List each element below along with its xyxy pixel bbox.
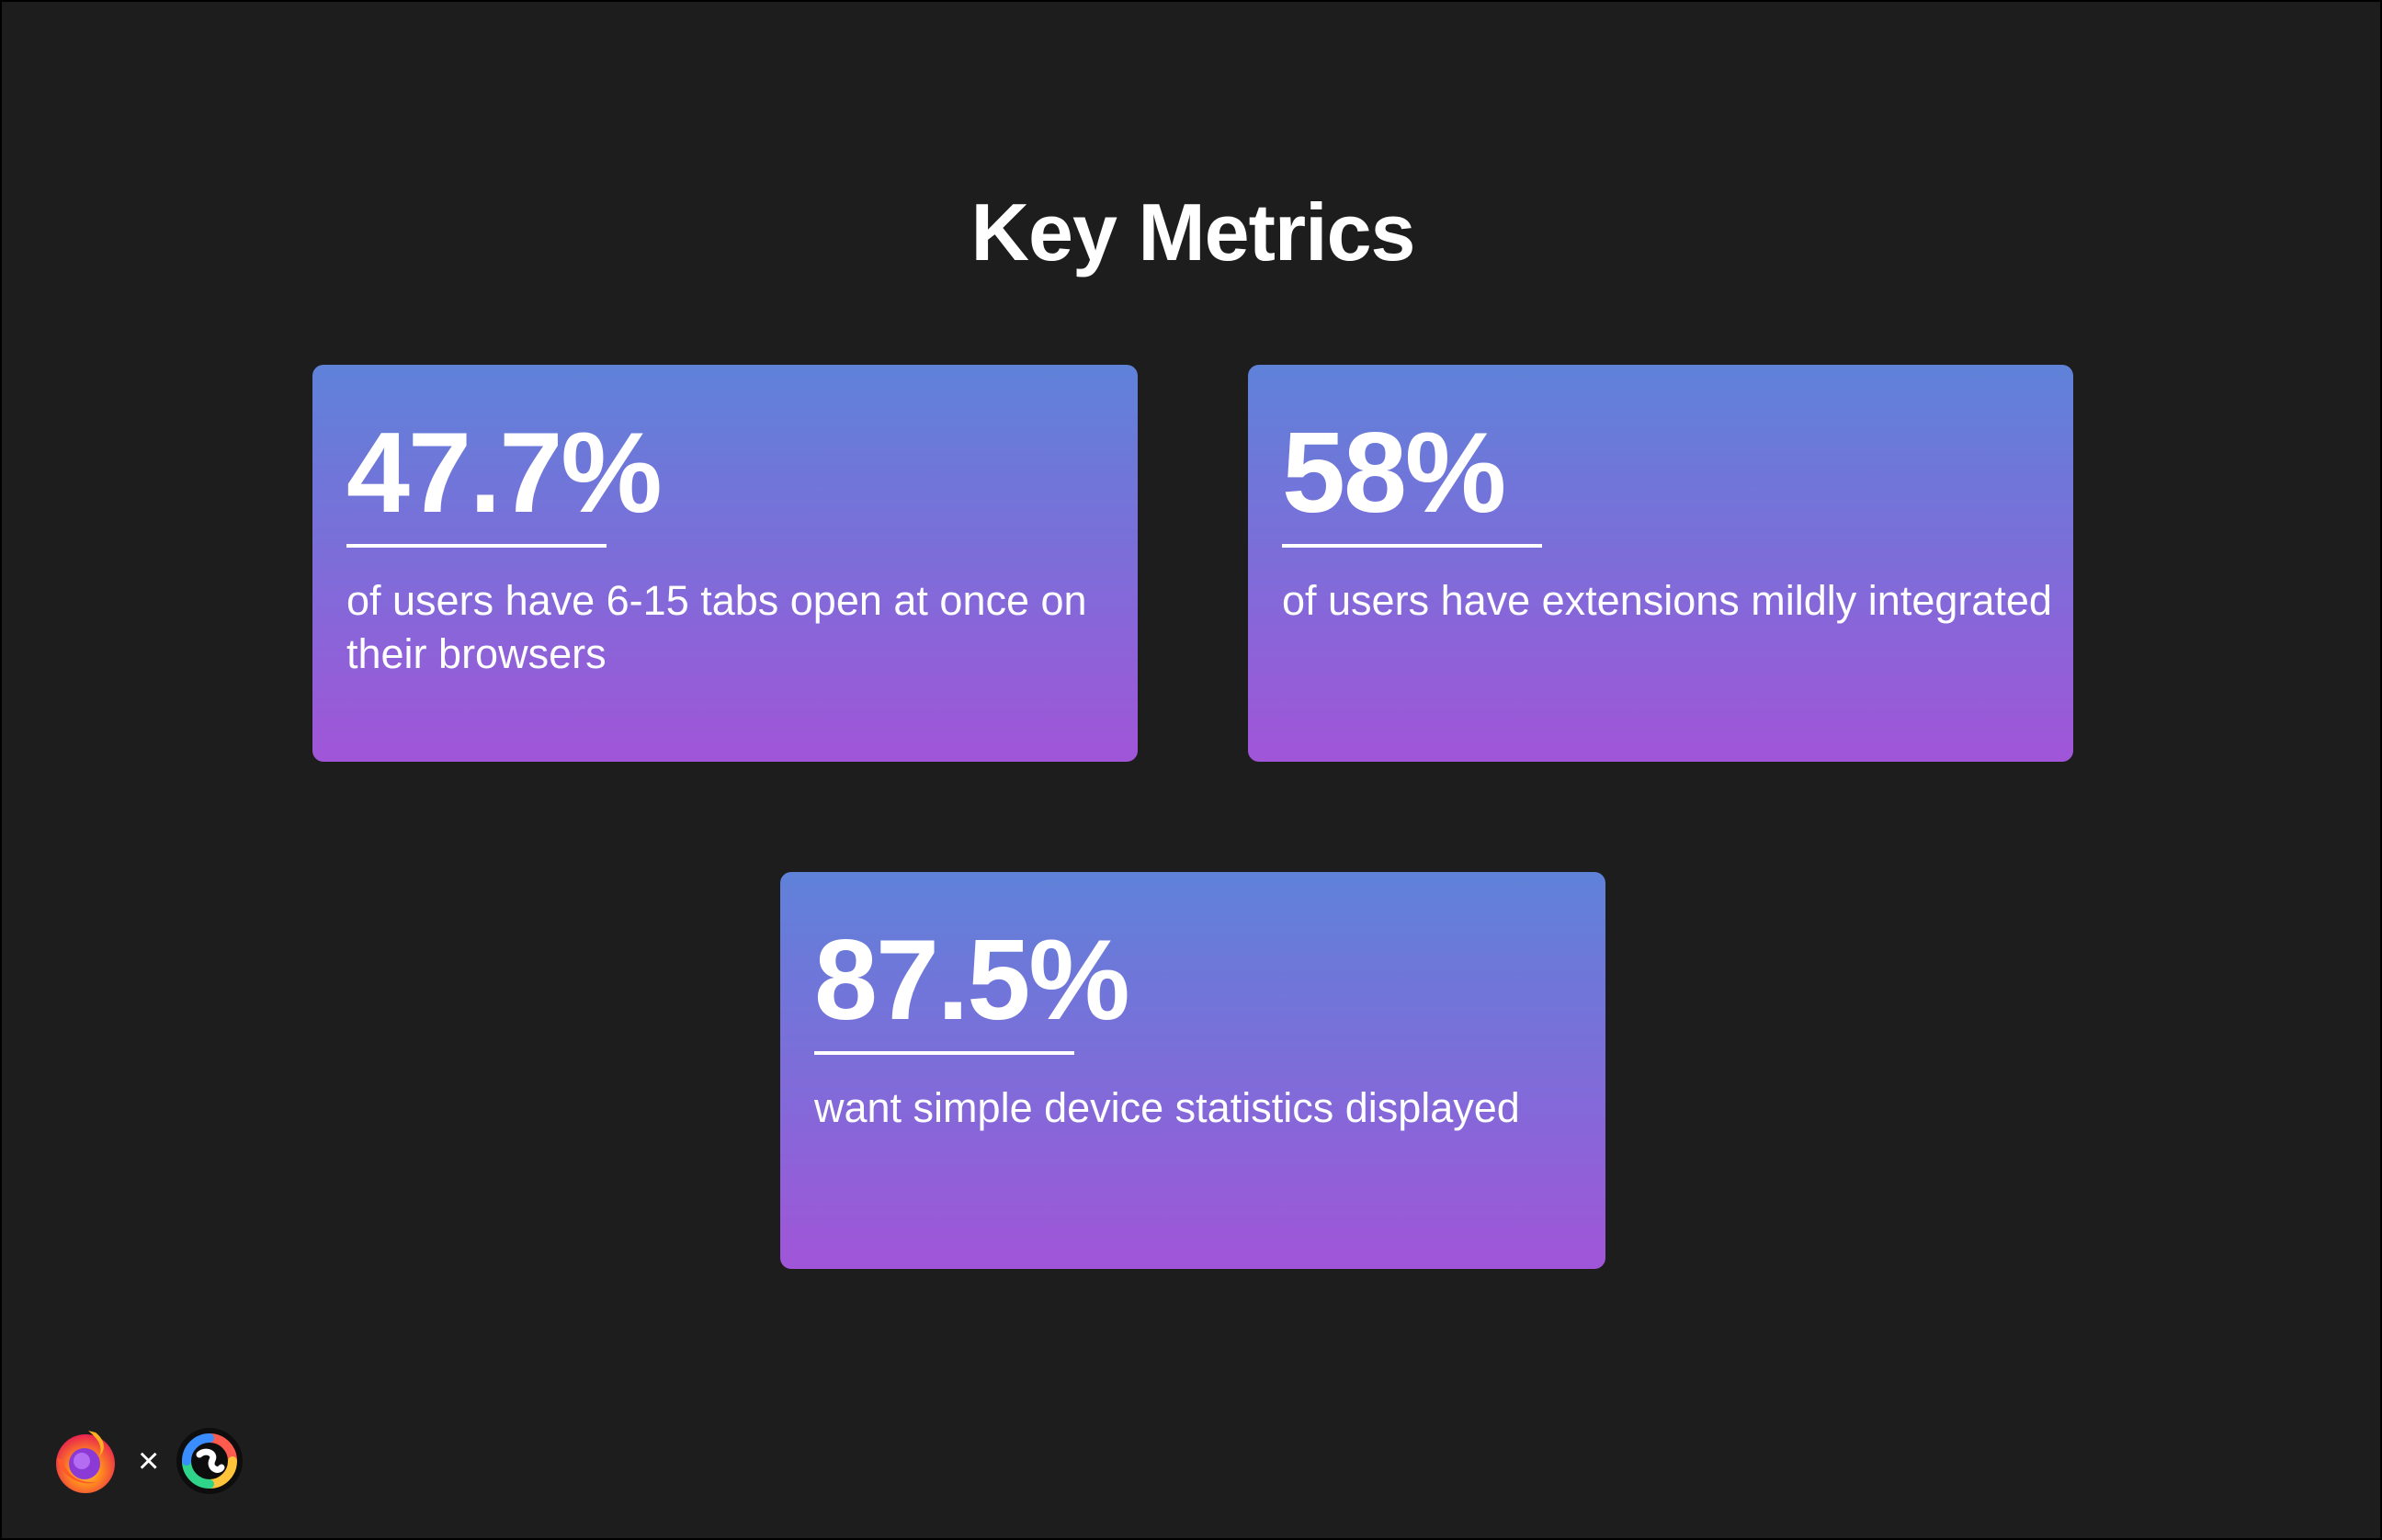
metric-description: of users have extensions mildly integrat… bbox=[1282, 577, 2052, 624]
separator: × bbox=[138, 1441, 160, 1481]
metric-value: 87.5% bbox=[814, 917, 1130, 1044]
metric-value: 58% bbox=[1282, 410, 1506, 537]
slide-title: Key Metrics bbox=[970, 187, 1415, 277]
footer-logos: × bbox=[51, 1424, 244, 1498]
metric-underline bbox=[1282, 544, 1542, 548]
metric-card: 47.7% of users have 6-15 tabs open at on… bbox=[312, 365, 1138, 762]
metric-description: want simple device statistics displayed bbox=[814, 1084, 1520, 1131]
metric-value: 47.7% bbox=[346, 410, 663, 537]
metric-card: 58% of users have extensions mildly inte… bbox=[1248, 365, 2073, 762]
metric-underline bbox=[814, 1051, 1074, 1055]
firefox-logo-icon bbox=[51, 1427, 119, 1495]
metric-card: 87.5% want simple device statistics disp… bbox=[780, 872, 1605, 1269]
swirl-logo-icon bbox=[176, 1427, 244, 1495]
metric-underline bbox=[346, 544, 607, 548]
metric-description: of users have 6-15 tabs open at once on … bbox=[346, 577, 1087, 677]
